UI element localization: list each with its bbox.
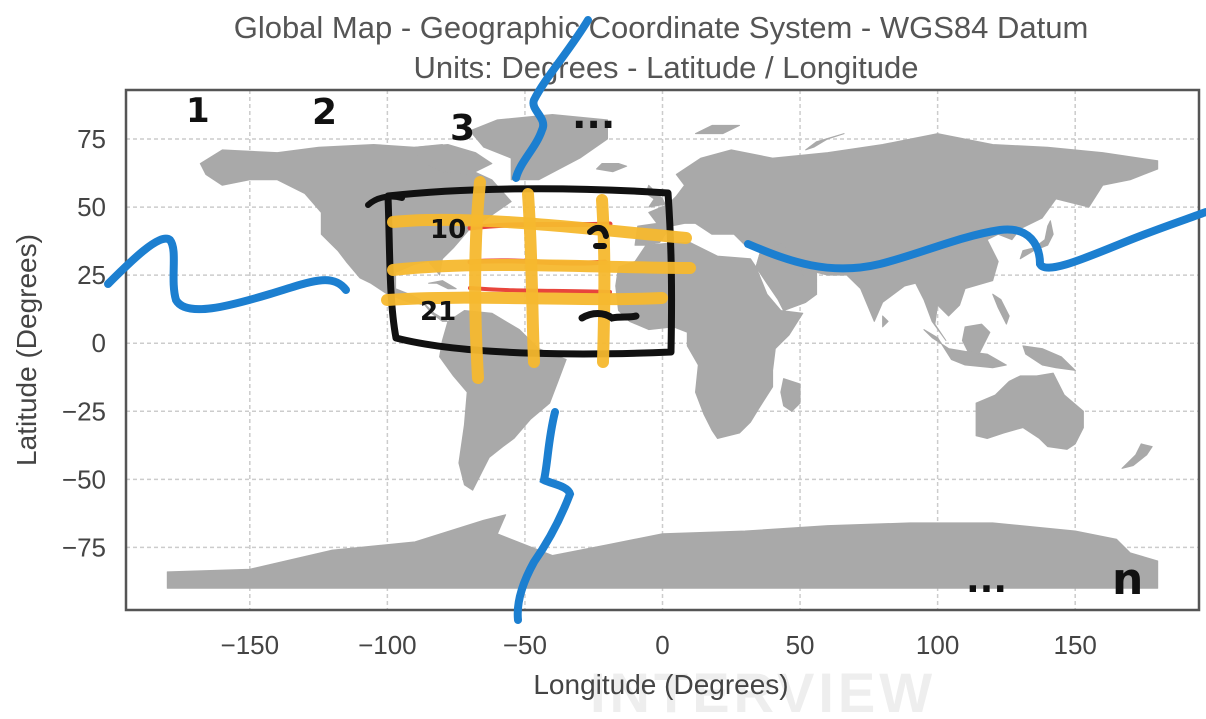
land-iceland [596,163,628,173]
hand-annotations: 1 2 3 ... 10 21 n ... [104,16,1206,624]
cell-label-2: 2 [312,92,337,133]
land-new-zealand [1121,443,1153,469]
cell-label-3: 3 [450,108,475,149]
y-tick-label: 25 [77,260,106,290]
y-tick-label: −50 [62,464,106,494]
x-tick-label: −150 [221,630,280,660]
orange-grid-line [469,176,486,384]
x-tick-label: 0 [655,630,669,660]
orange-grid-line [596,194,611,368]
map-title: Global Map - Geographic Coordinate Syste… [234,10,1089,45]
land-borneo [961,323,991,355]
cell-label-10: 10 [430,215,466,245]
map-subtitle: Units: Degrees - Latitude / Longitude [414,50,919,85]
land-new-guinea [1022,345,1076,371]
y-tick-label: −75 [62,532,106,562]
land-arabia-fill [755,242,818,311]
land-madagascar [780,378,801,412]
blue-wave-left [104,234,350,314]
land-australia [975,372,1084,450]
orange-grid-line [387,213,692,244]
orange-grid-line [522,188,540,368]
land-sri-lanka [882,315,889,328]
blue-wave-right [744,208,1206,273]
x-tick-label: −100 [358,630,417,660]
cell-label-1: 1 [186,91,210,131]
y-tick-label: 50 [77,192,106,222]
blue-wave-top [512,16,592,182]
x-tick-label: 150 [1053,630,1096,660]
y-tick-label: 0 [92,328,106,358]
scribble-mark [587,224,609,249]
land-antarctica [166,514,1159,589]
land-svalbard [695,124,740,135]
land-philippines [992,293,1010,325]
x-tick-label: 50 [786,630,815,660]
watermark-text: INTERVIEW [590,661,936,714]
red-highlight-stroke [468,286,612,294]
land-novaya-zemlya [805,133,845,151]
x-tick-labels: −150 −100 −50 0 50 100 150 [221,630,1097,660]
land-greenland [469,114,608,181]
cell-label-ellipsis-top: ... [572,93,615,137]
y-tick-label: 75 [77,124,106,154]
black-bounding-box [384,185,676,358]
scribble-mark [578,310,640,322]
x-tick-label: −50 [503,630,547,660]
blue-wave-bottom [513,408,575,624]
orange-grid-line [387,258,696,276]
x-tick-label: 100 [916,630,959,660]
land-baffin-island [414,144,493,175]
x-axis-label: Longitude (Degrees) [533,669,788,700]
orange-grid-line [381,291,668,306]
y-axis-label: Latitude (Degrees) [11,234,42,466]
cell-label-n: n [1112,554,1143,605]
black-box-corner-tick [365,193,405,208]
y-tick-label: −25 [62,396,106,426]
cell-label-21: 21 [420,297,456,327]
plot-frame [124,88,1201,612]
y-tick-labels: 75 50 25 0 −25 −50 −75 [62,124,106,562]
cell-label-ellipsis-bottom: ... [966,560,1007,601]
land-africa [615,242,804,439]
land-cuba [428,280,457,290]
land-indonesia [923,329,1007,369]
